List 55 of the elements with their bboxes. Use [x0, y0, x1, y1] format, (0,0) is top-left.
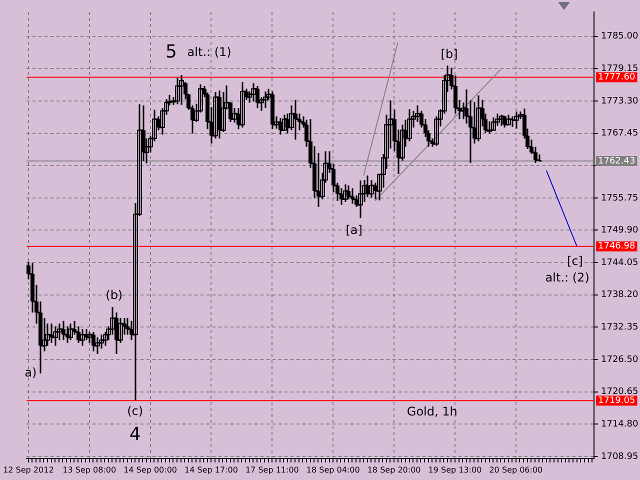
x-tick-label: 18 Sep 04:00: [306, 465, 360, 474]
y-tick-label: 1779.15: [601, 64, 638, 74]
ref-line-label: 1762.43: [598, 156, 636, 166]
y-tick-label: 1749.90: [601, 226, 638, 236]
annotation: [c]: [566, 254, 583, 268]
candlestick: [68, 322, 73, 341]
y-tick-label: 1732.35: [601, 322, 638, 333]
y-tick-label: 1785.00: [601, 32, 638, 42]
ref-line-label: 1777.60: [598, 72, 636, 83]
candlestick: [491, 116, 496, 131]
candlestick: [179, 74, 184, 106]
candlestick: [495, 112, 500, 127]
candlestick: [282, 114, 287, 131]
annotation: [b]: [440, 47, 458, 62]
x-tick-label: 14 Sep 00:00: [124, 465, 178, 474]
y-tick-label: 1714.80: [601, 419, 638, 430]
y-tick-label: 1773.30: [601, 96, 638, 106]
annotation: 5: [166, 42, 177, 63]
annotation: 4: [129, 424, 141, 445]
candlestick: [263, 90, 268, 109]
y-tick-label: 1720.65: [601, 387, 638, 398]
y-tick-label: 1708.95: [601, 452, 638, 462]
y-tick-label: 1726.50: [601, 354, 638, 365]
candlestick: [213, 91, 218, 140]
annotation: a): [24, 365, 37, 380]
y-tick-label: 1767.45: [601, 128, 638, 139]
candlestick: [53, 326, 58, 346]
annotation: [a]: [346, 222, 362, 237]
candlestick: [369, 179, 374, 198]
x-tick-label: 18 Sep 20:00: [367, 465, 421, 474]
x-tick-label: 17 Sep 11:00: [245, 465, 299, 474]
candlestick: [80, 328, 85, 346]
candlestick: [240, 81, 245, 128]
x-tick-label: 13 Sep 08:00: [62, 465, 116, 474]
candlestick: [499, 114, 504, 127]
annotation: (c): [127, 404, 144, 418]
annotation: Gold, 1h: [406, 404, 458, 419]
ref-line-label: 1746.98: [598, 242, 636, 252]
candlestick: [476, 94, 481, 142]
y-tick-label: 1738.20: [601, 290, 638, 300]
x-tick-label: 19 Sep 13:00: [428, 465, 482, 474]
candlestick: [358, 180, 363, 219]
candlestick: [506, 114, 511, 126]
x-tick-label: 12 Sep 2012: [3, 465, 54, 474]
annotation: (b): [106, 288, 123, 302]
y-tick-label: 1755.75: [601, 193, 638, 204]
candlestick: [343, 184, 348, 203]
annotation: alt.: (1): [187, 45, 232, 60]
annotation: alt.: (2): [545, 270, 590, 284]
x-tick-label: 20 Sep 06:00: [489, 465, 543, 474]
candlestick: [175, 76, 180, 106]
candlestick: [514, 110, 519, 130]
y-tick-label: 1744.05: [601, 258, 638, 268]
ref-line-label: 1719.05: [598, 396, 636, 406]
x-tick-label: 14 Sep 17:00: [184, 465, 238, 474]
